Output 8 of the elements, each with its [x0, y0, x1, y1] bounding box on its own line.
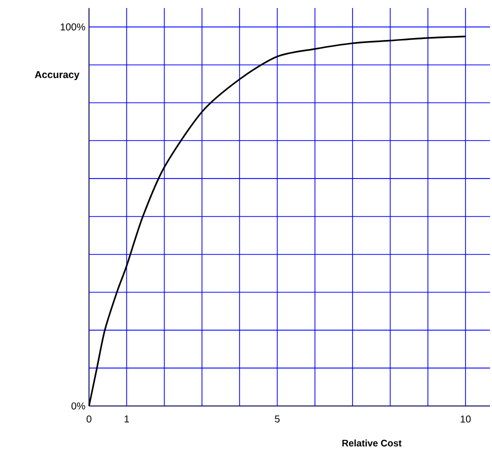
- y-axis-title: Accuracy: [34, 71, 80, 80]
- x-tick-label: 0: [86, 416, 92, 423]
- x-tick-label: 10: [460, 416, 471, 423]
- x-axis-title: Relative Cost: [342, 440, 402, 446]
- y-tick-label: 100%: [60, 23, 86, 30]
- y-tick-label: 0%: [71, 402, 86, 410]
- x-tick-label: 1: [124, 416, 129, 422]
- x-tick-label: 5: [274, 416, 280, 422]
